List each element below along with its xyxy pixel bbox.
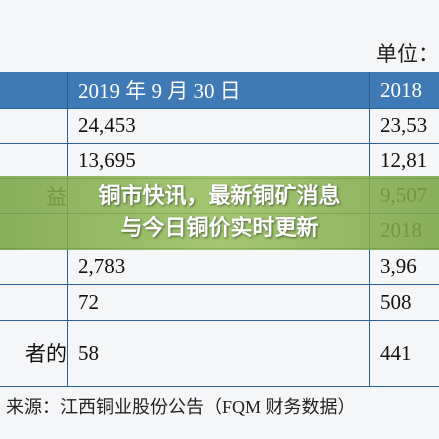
banner-text: 与今日铜价实时更新 [120, 216, 319, 241]
table-cell [0, 284, 68, 320]
table-cell: 23,53 [370, 108, 439, 143]
table-cell: 3,96 [370, 248, 439, 284]
table-cell: 72 [68, 284, 370, 320]
banner: 铜市快讯，最新铜矿消息 与今日铜价实时更新 [0, 176, 439, 250]
header-row: 2019 年 9 月 30 日 2018 [0, 72, 439, 109]
table-cell: 者的 [0, 320, 68, 386]
table-cell: 508 [370, 284, 439, 320]
source-note: 来源：江西铜业股份公告（FQM 财务数据） [6, 397, 356, 417]
table-cell: 12,81 [370, 143, 439, 178]
table-cell: 24,453 [68, 108, 370, 143]
table-row: 2,783 3,96 [0, 248, 439, 285]
table-cell: 2018 [370, 72, 439, 108]
table-cell: 2,783 [68, 248, 370, 284]
table-cell [0, 143, 68, 178]
table-cell [0, 72, 68, 108]
table-cell: 13,695 [68, 143, 370, 178]
table-cell [0, 248, 68, 284]
table-row: 者的 58 441 [0, 320, 439, 387]
table-cell [0, 108, 68, 143]
table-cell: 441 [370, 320, 439, 386]
table-row: 72 508 [0, 284, 439, 321]
table-row: 24,453 23,53 [0, 108, 439, 144]
banner-text: 铜市快讯，最新铜矿消息 [98, 184, 341, 209]
unit-label: 单位： [376, 42, 439, 66]
table-row: 13,695 12,81 [0, 143, 439, 179]
table-cell: 2019 年 9 月 30 日 [68, 72, 370, 108]
table-cell: 58 [68, 320, 370, 386]
